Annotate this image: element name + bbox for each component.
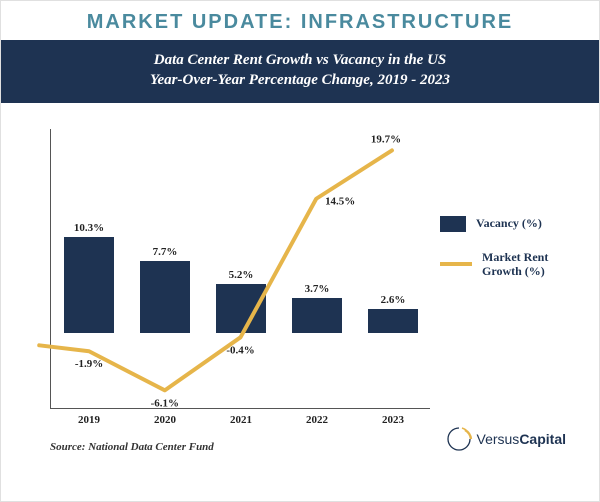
trend-line (39, 150, 392, 390)
line-value-label: -1.9% (75, 358, 103, 370)
x-tick-label: 2023 (363, 414, 423, 426)
legend-swatch-vacancy (440, 216, 466, 232)
subtitle-band: Data Center Rent Growth vs Vacancy in th… (1, 40, 599, 103)
chart-area: 10.3%7.7%5.2%3.7%2.6% -1.9%-6.1%-0.4%14.… (20, 121, 580, 461)
line-value-label: 19.7% (371, 133, 401, 145)
brand-name-bold: Capital (519, 431, 566, 447)
legend-swatch-rent (440, 262, 472, 266)
line-value-label: 14.5% (325, 195, 355, 207)
x-tick-label: 2020 (135, 414, 195, 426)
legend-item-vacancy: Vacancy (%) (440, 216, 580, 232)
legend-label-vacancy: Vacancy (%) (476, 216, 542, 230)
x-tick-label: 2022 (287, 414, 347, 426)
legend-item-rent: Market Rent Growth (%) (440, 250, 580, 279)
legend-label-rent: Market Rent Growth (%) (482, 250, 580, 279)
brand-icon (445, 425, 473, 453)
brand-name: VersusCapital (477, 431, 567, 447)
plot-region: 10.3%7.7%5.2%3.7%2.6% -1.9%-6.1%-0.4%14.… (50, 129, 430, 409)
page-header: MARKET UPDATE: INFRASTRUCTURE (1, 1, 599, 40)
page-title: MARKET UPDATE: INFRASTRUCTURE (1, 11, 599, 34)
legend: Vacancy (%) Market Rent Growth (%) (440, 216, 580, 297)
subtitle-line-2: Year-Over-Year Percentage Change, 2019 -… (21, 70, 579, 90)
x-tick-label: 2019 (59, 414, 119, 426)
x-tick-label: 2021 (211, 414, 271, 426)
source-text: Source: National Data Center Fund (50, 441, 214, 453)
brand-name-light: Versus (477, 431, 520, 447)
subtitle-line-1: Data Center Rent Growth vs Vacancy in th… (21, 50, 579, 70)
brand-logo: VersusCapital (445, 425, 567, 453)
line-value-label: -6.1% (151, 397, 179, 409)
line-value-label: -0.4% (226, 344, 254, 356)
line-layer: -1.9% -6.1% -0.4% 14.5% 19.7% (51, 129, 430, 408)
